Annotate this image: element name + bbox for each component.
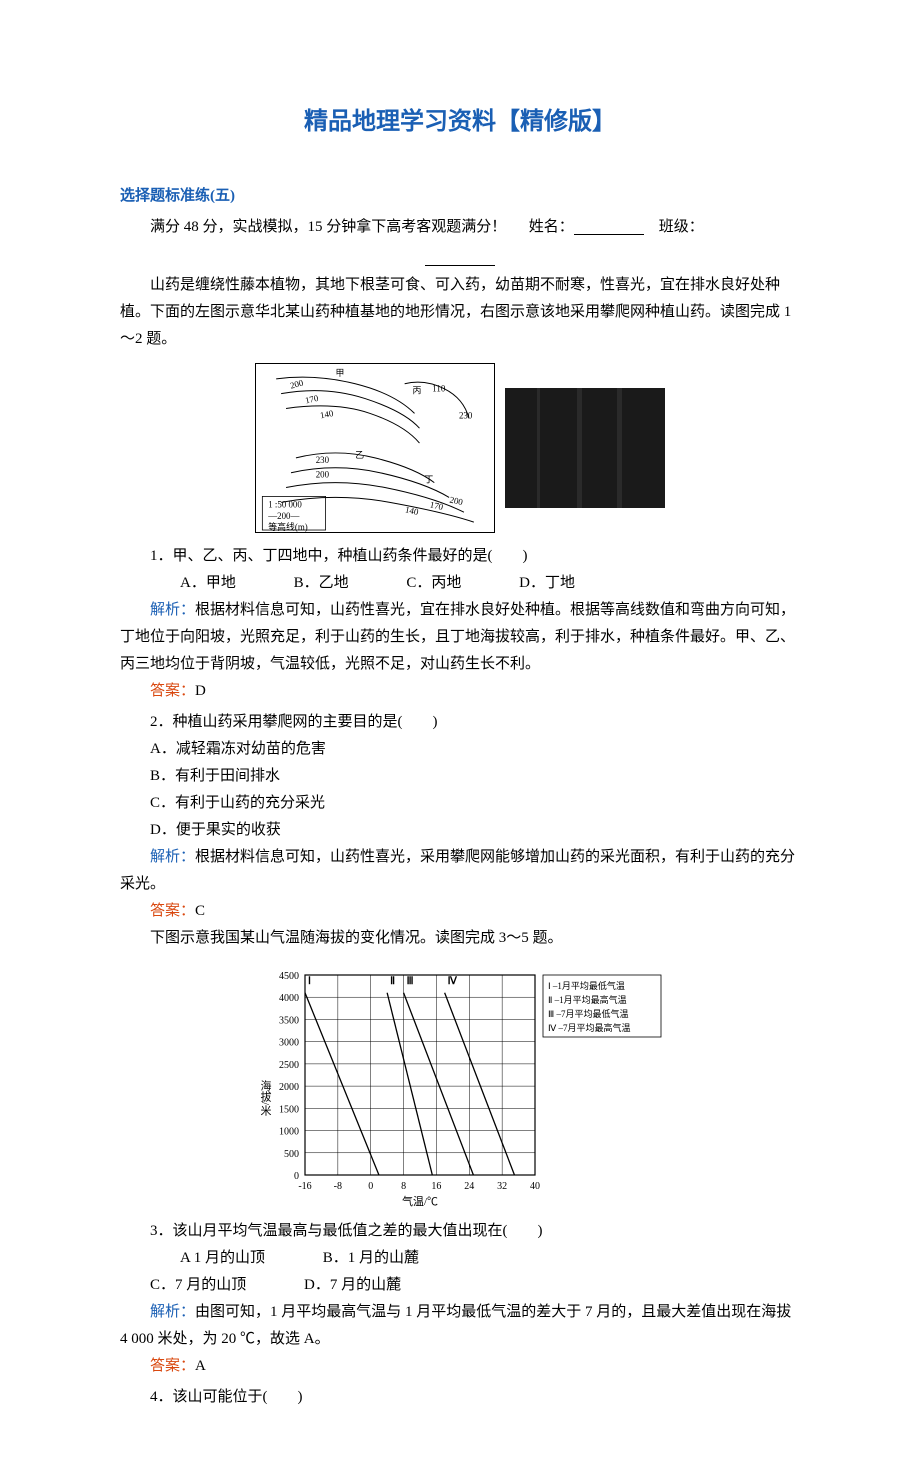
q2-opt-c: C．有利于山药的充分采光: [120, 790, 800, 817]
svg-text:1500: 1500: [279, 1105, 299, 1116]
q3-opt-a: A 1 月的山顶: [150, 1245, 265, 1272]
class-blank[interactable]: [425, 251, 495, 266]
q1-answer: 答案：D: [120, 678, 800, 705]
svg-text:2500: 2500: [279, 1060, 299, 1071]
analysis-label: 解析：: [150, 602, 195, 618]
q1-options: A．甲地 B．乙地 C．丙地 D．丁地: [120, 570, 800, 597]
svg-text:200: 200: [449, 495, 465, 508]
instruction-line: 满分 48 分，实战模拟，15 分钟拿下高考客观题满分！ 姓名： 班级：: [120, 214, 800, 241]
field-photo: [505, 388, 665, 508]
svg-text:气温/℃: 气温/℃: [402, 1194, 438, 1208]
contour-map: 甲 丙 乙 丁 200 170 140 110 230 230 200 140 …: [255, 363, 495, 533]
svg-text:Ⅳ: Ⅳ: [448, 976, 458, 987]
class-label: 班级：: [659, 219, 704, 235]
analysis-label: 解析：: [150, 1304, 195, 1320]
svg-text:32: 32: [497, 1181, 507, 1192]
page-title: 精品地理学习资料【精修版】: [120, 100, 800, 143]
svg-text:Ⅲ –7月平均最低气温: Ⅲ –7月平均最低气温: [548, 1008, 628, 1019]
q1-stem: 1．甲、乙、丙、丁四地中，种植山药条件最好的是( ): [120, 543, 800, 570]
svg-text:40: 40: [530, 1181, 540, 1192]
svg-text:3500: 3500: [279, 1016, 299, 1027]
q1-opt-b: B．乙地: [264, 570, 349, 597]
svg-text:8: 8: [401, 1181, 406, 1192]
map-label-ding: 丁: [424, 475, 433, 485]
q1-answer-text: D: [195, 683, 206, 699]
name-blank[interactable]: [574, 220, 644, 235]
svg-text:Ⅳ –7月平均最高气温: Ⅳ –7月平均最高气温: [548, 1022, 631, 1033]
svg-text:16: 16: [431, 1181, 441, 1192]
svg-text:4500: 4500: [279, 971, 299, 982]
svg-text:230: 230: [316, 455, 330, 465]
passage-2: 下图示意我国某山气温随海拔的变化情况。读图完成 3～5 题。: [120, 925, 800, 952]
svg-text:140: 140: [404, 505, 420, 518]
svg-text:500: 500: [284, 1149, 299, 1160]
q3-answer: 答案：A: [120, 1353, 800, 1380]
svg-text:230: 230: [459, 411, 473, 421]
svg-text:-16: -16: [298, 1181, 311, 1192]
q2-opt-a: A．减轻霜冻对幼苗的危害: [120, 736, 800, 763]
map-legend-line: —200—: [267, 511, 299, 521]
q4-stem: 4．该山可能位于( ): [120, 1384, 800, 1411]
svg-text:Ⅲ: Ⅲ: [407, 976, 414, 987]
q2-opt-b: B．有利于田间排水: [120, 763, 800, 790]
svg-text:-8: -8: [334, 1181, 342, 1192]
svg-text:2000: 2000: [279, 1082, 299, 1093]
svg-text:Ⅰ –1月平均最低气温: Ⅰ –1月平均最低气温: [548, 980, 625, 991]
q1-analysis-text: 根据材料信息可知，山药性喜光，宜在排水良好处种植。根据等高线数值和弯曲方向可知，…: [120, 602, 795, 672]
name-label: 姓名：: [529, 219, 574, 235]
answer-label: 答案：: [150, 903, 195, 919]
q3-analysis-text: 由图可知，1 月平均最高气温与 1 月平均最低气温的差大于 7 月的，且最大差值…: [120, 1304, 791, 1347]
q3-stem: 3．该山月平均气温最高与最低值之差的最大值出现在( ): [120, 1218, 800, 1245]
q3-opt-b: B．1 月的山麓: [293, 1245, 419, 1272]
map-scale: 1 :50 000: [268, 499, 302, 509]
section-header: 选择题标准练(五): [120, 183, 800, 210]
q2-options: A．减轻霜冻对幼苗的危害 B．有利于田间排水 C．有利于山药的充分采光 D．便于…: [120, 736, 800, 844]
q3-opt-d: D．7 月的山麓: [274, 1272, 401, 1299]
svg-text:1000: 1000: [279, 1127, 299, 1138]
instruction-text: 满分 48 分，实战模拟，15 分钟拿下高考客观题满分！: [150, 219, 506, 235]
analysis-label: 解析：: [150, 849, 195, 865]
svg-text:140: 140: [319, 408, 334, 420]
answer-label: 答案：: [150, 683, 195, 699]
svg-text:Ⅱ –1月平均最高气温: Ⅱ –1月平均最高气温: [548, 994, 627, 1005]
q3-opt-c: C．7 月的山顶: [120, 1272, 246, 1299]
svg-text:0: 0: [368, 1181, 373, 1192]
svg-text:海拔/米: 海拔/米: [259, 1079, 272, 1117]
q2-stem: 2．种植山药采用攀爬网的主要目的是( ): [120, 709, 800, 736]
map-label-jia: 甲: [335, 368, 344, 378]
svg-text:170: 170: [304, 393, 320, 406]
answer-label: 答案：: [150, 1358, 195, 1374]
svg-text:200: 200: [289, 378, 305, 391]
q2-analysis-text: 根据材料信息可知，山药性喜光，采用攀爬网能够增加山药的采光面积，有利于山药的充分…: [120, 849, 795, 892]
svg-text:24: 24: [464, 1181, 474, 1192]
q2-opt-d: D．便于果实的收获: [120, 817, 800, 844]
svg-text:0: 0: [294, 1171, 299, 1182]
chart-wrap: -16 -8 0 8 16 24 32 40 0 500 1000 1500 2000 2500 3000 3…: [120, 960, 800, 1210]
q1-analysis: 解析：根据材料信息可知，山药性喜光，宜在排水良好处种植。根据等高线数值和弯曲方向…: [120, 597, 800, 678]
q1-opt-c: C．丙地: [376, 570, 461, 597]
q1-opt-d: D．丁地: [489, 570, 575, 597]
map-label-bing: 丙: [413, 386, 422, 396]
svg-text:4000: 4000: [279, 993, 299, 1004]
q3-answer-text: A: [195, 1358, 206, 1374]
q3-analysis: 解析：由图可知，1 月平均最高气温与 1 月平均最低气温的差大于 7 月的，且最…: [120, 1299, 800, 1353]
q3-options: A 1 月的山顶 B．1 月的山麓 C．7 月的山顶 D．7 月的山麓: [120, 1245, 800, 1299]
svg-text:3000: 3000: [279, 1038, 299, 1049]
altitude-temp-chart: -16 -8 0 8 16 24 32 40 0 500 1000 1500 2000 2500 3000 3…: [250, 960, 670, 1210]
passage-1: 山药是缠绕性藤本植物，其地下根茎可食、可入药，幼苗期不耐寒，性喜光，宜在排水良好…: [120, 272, 800, 353]
q2-analysis: 解析：根据材料信息可知，山药性喜光，采用攀爬网能够增加山药的采光面积，有利于山药…: [120, 844, 800, 898]
q2-answer-text: C: [195, 903, 205, 919]
svg-text:Ⅰ: Ⅰ: [308, 976, 311, 987]
svg-text:200: 200: [316, 470, 330, 480]
map-label-yi: 乙: [355, 450, 364, 460]
q2-answer: 答案：C: [120, 898, 800, 925]
svg-text:110: 110: [432, 384, 446, 394]
svg-text:Ⅱ: Ⅱ: [390, 976, 395, 987]
q1-opt-a: A．甲地: [150, 570, 236, 597]
figure-row-1: 甲 丙 乙 丁 200 170 140 110 230 230 200 140 …: [120, 363, 800, 533]
